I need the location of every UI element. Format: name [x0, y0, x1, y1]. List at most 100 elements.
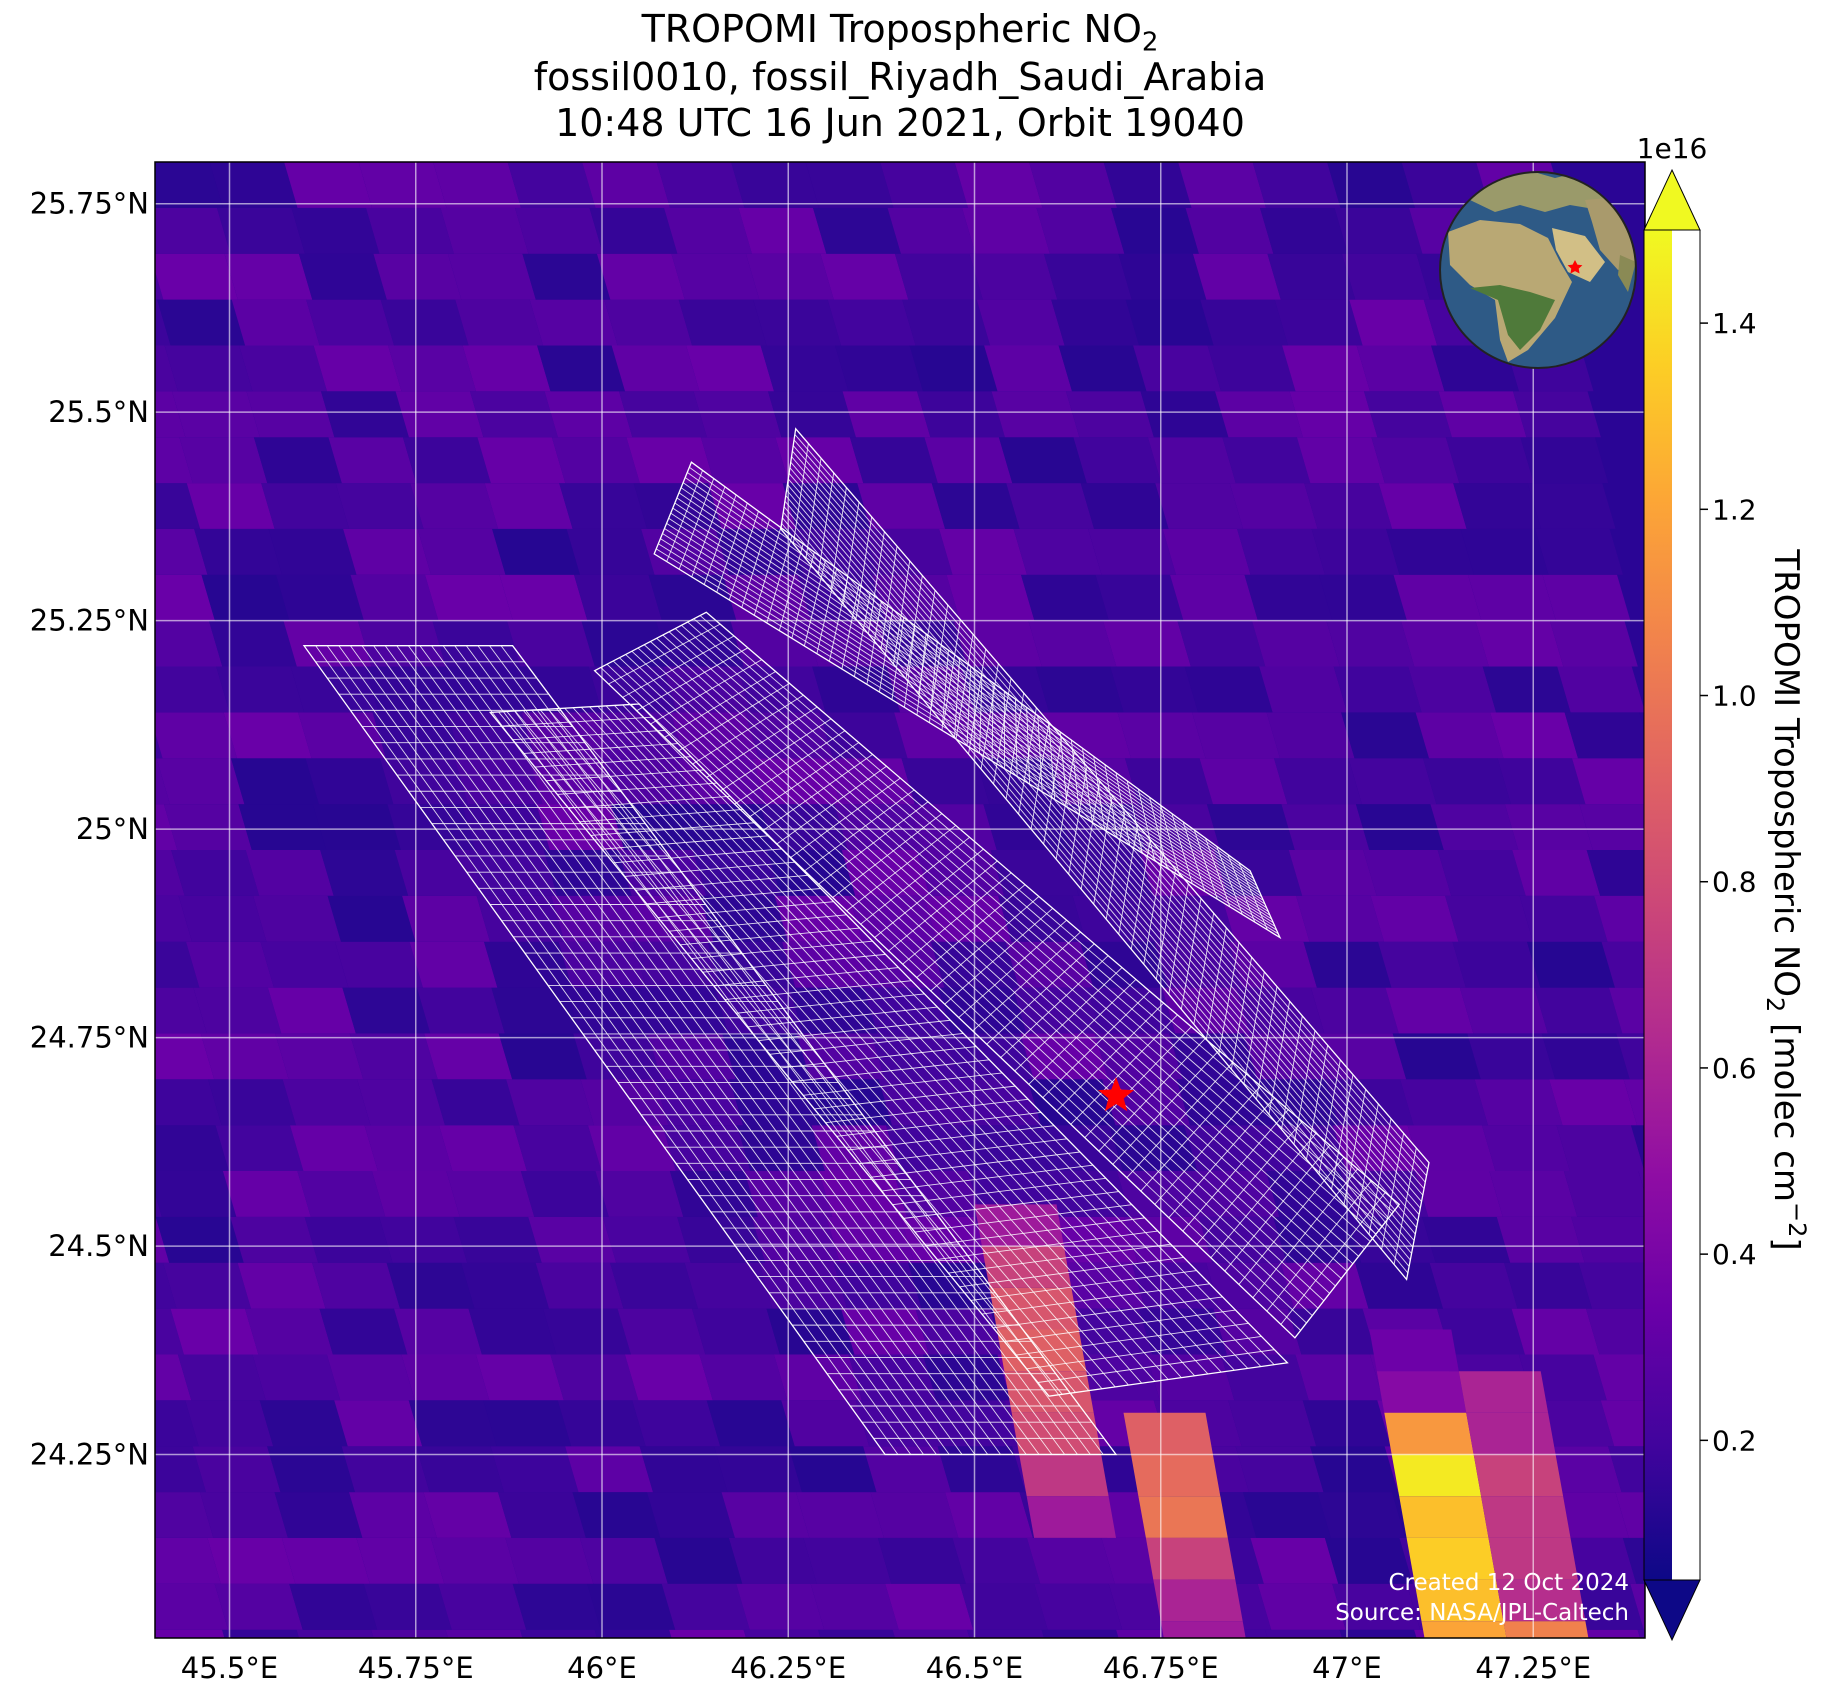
chart-title-line1: TROPOMI Tropospheric NO2	[641, 7, 1159, 58]
no2-cell	[1170, 574, 1258, 621]
no2-cell	[276, 574, 364, 621]
no2-cell	[1399, 1496, 1489, 1538]
no2-cell	[1011, 1412, 1102, 1455]
no2-cell	[1356, 345, 1445, 392]
no2-cell	[706, 1400, 795, 1447]
no2-cell	[699, 1354, 788, 1401]
no2-cell	[998, 895, 1086, 942]
footprint-line	[1168, 883, 1189, 995]
no2-cell	[155, 758, 170, 805]
no2-cell	[253, 895, 341, 942]
no2-cell	[155, 1400, 199, 1447]
footprint-line	[930, 896, 1040, 992]
no2-cell	[282, 1079, 371, 1126]
no2-cell	[1199, 758, 1288, 805]
no2-cell	[1140, 391, 1229, 438]
no2-cell	[1355, 1262, 1443, 1309]
no2-cell	[1260, 207, 1348, 254]
no2-cell	[1274, 758, 1362, 805]
footprint-line	[1080, 781, 1101, 890]
no2-cell	[870, 1492, 959, 1538]
no2-cell	[155, 1354, 192, 1401]
no2-cell	[1579, 804, 1645, 850]
no2-cell	[1460, 528, 1549, 575]
no2-cell	[736, 1583, 825, 1630]
footprint-line	[646, 888, 821, 905]
no2-cell	[395, 391, 484, 438]
no2-cell	[1385, 987, 1474, 1034]
footprint-line	[1193, 829, 1218, 900]
no2-cell	[1118, 253, 1207, 300]
x-tick-label: 45.5°E	[181, 1651, 278, 1684]
footprint-line	[1154, 1085, 1261, 1205]
no2-cell	[1348, 758, 1437, 805]
x-tick-label: 46.75°E	[1103, 1651, 1219, 1684]
no2-cell	[1021, 574, 1109, 621]
no2-cell	[924, 437, 1013, 484]
footprint-line	[724, 980, 912, 1001]
no2-cell	[1391, 1454, 1482, 1497]
no2-cell	[1259, 666, 1348, 713]
no2-cell	[1026, 1537, 1115, 1584]
no2-cell	[737, 1125, 825, 1171]
no2-cell	[550, 1354, 639, 1401]
footprint-line	[635, 874, 808, 891]
no2-cell	[1408, 666, 1497, 713]
footprint-line	[1216, 846, 1243, 915]
no2-cell	[1376, 1371, 1467, 1413]
chart-title-line3: 10:48 UTC 16 Jun 2021, Orbit 19040	[555, 101, 1245, 145]
footprint-line	[986, 943, 1095, 1045]
no2-cell	[1564, 712, 1645, 759]
no2-cell	[1327, 162, 1415, 208]
footprint-line	[914, 1204, 1132, 1233]
no2-cell	[321, 391, 409, 438]
no2-cell	[461, 1262, 549, 1309]
footprint-line	[1381, 1133, 1405, 1250]
no2-cell	[872, 574, 960, 621]
no2-cell	[447, 253, 536, 300]
no2-cell	[1103, 162, 1192, 208]
no2-cell	[172, 391, 260, 438]
no2-cell	[1123, 1412, 1213, 1455]
no2-cell	[238, 804, 327, 850]
no2-cell	[499, 574, 588, 621]
footprint-line	[1037, 715, 1043, 792]
no2-cell	[208, 620, 297, 667]
no2-cell	[155, 299, 171, 346]
footprint-line	[804, 789, 915, 872]
no2-cell	[515, 207, 603, 254]
no2-cell	[1035, 1125, 1123, 1171]
no2-cell	[1401, 162, 1490, 208]
no2-cell	[961, 666, 1050, 713]
target-star	[1098, 1077, 1135, 1112]
footprint-line	[817, 472, 835, 575]
no2-cell	[215, 1125, 304, 1171]
no2-cell	[245, 850, 334, 896]
footprint-line	[753, 527, 782, 616]
colorbar-tick-label: 1.2	[1712, 493, 1757, 526]
footprint-line	[1126, 780, 1143, 854]
no2-cell	[543, 850, 632, 896]
no2-cell	[222, 1629, 300, 1638]
no2-cell	[656, 162, 745, 208]
no2-cell	[1429, 1262, 1518, 1309]
no2-cell	[155, 712, 237, 759]
no2-cell	[342, 987, 431, 1034]
no2-cell	[959, 1583, 1048, 1630]
no2-cell	[1251, 620, 1340, 667]
no2-cell	[513, 1125, 602, 1171]
footprint-line	[608, 623, 721, 685]
footprint-line	[1130, 839, 1151, 950]
footprint-line	[993, 678, 1012, 785]
no2-cell	[155, 666, 230, 713]
footprint-line	[880, 546, 898, 650]
no2-cell	[296, 1629, 374, 1638]
footprint-line	[762, 754, 873, 832]
no2-cell	[1445, 437, 1534, 484]
no2-cell	[640, 987, 729, 1034]
no2-cell	[1594, 895, 1645, 942]
no2-cell	[179, 437, 268, 484]
no2-cell	[886, 1125, 974, 1171]
no2-cell	[1071, 1354, 1160, 1401]
no2-cell	[1601, 941, 1645, 988]
